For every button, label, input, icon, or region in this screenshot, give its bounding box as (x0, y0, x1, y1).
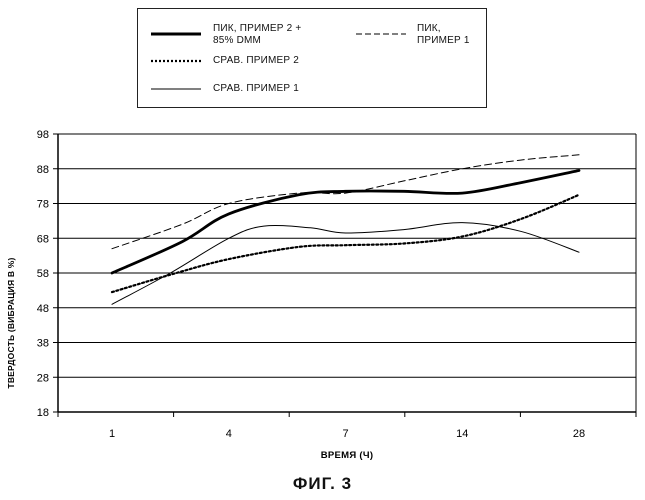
y-tick-label: 18 (37, 407, 49, 419)
legend-label-entry2-line1: ПИК, (417, 23, 441, 34)
legend-label-entry1-line1: ПИК, ПРИМЕР 2 + (213, 23, 301, 34)
x-tick-label: 7 (342, 428, 348, 440)
x-tick-label: 1 (109, 428, 115, 440)
series-line-pik-example2-dmm (112, 171, 579, 274)
y-axis-title: ТВЕРДОСТЬ (ВИБРАЦИЯ В %) (6, 257, 16, 388)
series-line-comp-example2 (112, 195, 579, 292)
figure-caption: ФИГ. 3 (0, 474, 645, 494)
x-axis-title: ВРЕМЯ (Ч) (321, 450, 374, 461)
y-tick-label: 98 (37, 129, 49, 141)
series-layer (112, 155, 579, 304)
y-tick-label: 78 (37, 199, 49, 211)
series-line-comp-example1 (112, 223, 579, 305)
y-tick-label: 68 (37, 233, 49, 245)
legend-label-entry2-line2: ПРИМЕР 1 (417, 35, 470, 46)
y-tick-label: 88 (37, 164, 49, 176)
legend-label-entry4: СРАВ. ПРИМЕР 1 (213, 83, 299, 94)
tick-label-layer: 1828384858687888981471428 (37, 129, 585, 440)
y-tick-label: 38 (37, 338, 49, 350)
legend-label-entry3: СРАВ. ПРИМЕР 2 (213, 55, 299, 66)
x-tick-label: 28 (573, 428, 585, 440)
y-tick-label: 28 (37, 372, 49, 384)
legend: ПИК, ПРИМЕР 2 + 85% DMM ПИК, ПРИМЕР 1 СР… (137, 8, 487, 108)
x-tick-label: 4 (226, 428, 232, 440)
legend-label-entry1-line2: 85% DMM (213, 35, 261, 46)
y-tick-label: 58 (37, 268, 49, 280)
y-tick-label: 48 (37, 303, 49, 315)
x-tick-label: 14 (456, 428, 468, 440)
